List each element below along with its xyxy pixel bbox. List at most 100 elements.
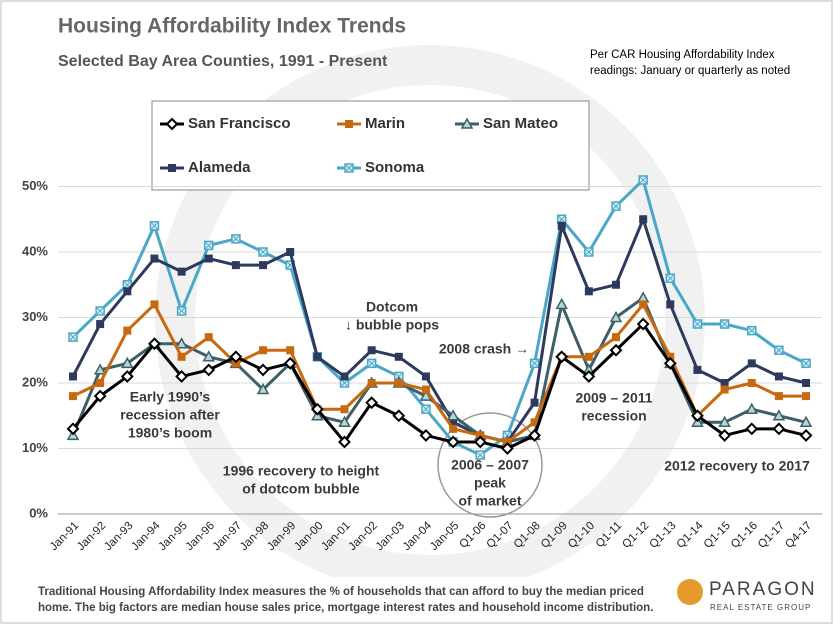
annotation: peak	[474, 475, 506, 491]
point-cross	[232, 235, 240, 243]
point	[720, 379, 729, 387]
point	[120, 370, 134, 383]
annotation: recession after	[120, 407, 220, 423]
point	[530, 398, 539, 407]
point	[691, 409, 704, 423]
point	[609, 343, 623, 357]
series-line	[71, 295, 807, 444]
point	[365, 396, 379, 410]
point	[150, 300, 159, 309]
annotation: 1980’s boom	[128, 425, 212, 441]
point	[286, 248, 295, 256]
point-cross	[368, 359, 376, 367]
point	[582, 370, 596, 383]
point	[799, 428, 813, 442]
point	[745, 402, 759, 414]
point	[584, 287, 593, 296]
point	[528, 428, 541, 442]
annotation: ↓ bubble pops	[345, 317, 439, 333]
point	[584, 247, 594, 257]
point	[392, 409, 406, 423]
point	[475, 450, 485, 460]
note: readings: January or quarterly as noted	[590, 65, 790, 77]
point	[774, 372, 783, 381]
point	[500, 442, 514, 455]
point	[503, 437, 512, 446]
point-cross	[69, 333, 77, 341]
point	[802, 392, 811, 401]
legend-label: Sonoma	[365, 159, 425, 176]
point	[611, 201, 621, 211]
point	[123, 326, 132, 335]
point	[460, 117, 474, 129]
point	[256, 383, 270, 395]
point	[121, 356, 134, 369]
point-cross	[395, 373, 403, 380]
annotation: 2012 recovery to 2017	[664, 458, 810, 474]
point	[394, 379, 403, 387]
point	[801, 358, 811, 369]
point	[609, 310, 623, 323]
point	[340, 405, 349, 414]
point	[231, 359, 240, 368]
point	[148, 337, 161, 351]
annotation: 2008 crash →	[439, 341, 529, 357]
point-cross	[178, 307, 185, 315]
point	[555, 350, 569, 364]
point	[256, 363, 270, 377]
point	[772, 409, 786, 421]
point	[149, 221, 160, 231]
point	[177, 352, 186, 361]
point	[557, 221, 566, 230]
point	[202, 363, 216, 377]
series-line	[71, 177, 807, 457]
point	[530, 418, 539, 427]
legend-label: San Mateo	[483, 115, 558, 132]
chart-subtitle: Selected Bay Area Counties, 1991 - Prese…	[58, 53, 388, 70]
logo: PARAGON	[709, 579, 817, 600]
point	[258, 247, 268, 257]
point	[93, 363, 107, 375]
annotation: 2006 – 2007	[451, 457, 529, 473]
point	[165, 117, 179, 131]
annotation: recession	[581, 408, 646, 424]
point	[802, 379, 811, 387]
y-tick-label: 10%	[22, 440, 48, 455]
point-cross	[802, 359, 810, 367]
point	[367, 346, 376, 355]
point	[665, 273, 676, 283]
point	[95, 306, 105, 316]
point-cross	[666, 274, 674, 282]
legend-label: San Francisco	[188, 115, 291, 132]
footer-bg	[2, 577, 831, 622]
annotation: of dotcom bubble	[242, 481, 360, 497]
annotation: Early 1990’s	[130, 389, 211, 405]
note: Per CAR Housing Affordability Index	[590, 49, 775, 61]
point	[150, 254, 159, 263]
series-line	[71, 214, 807, 444]
point-cross	[775, 346, 783, 354]
point-cross	[345, 164, 353, 172]
point	[340, 372, 349, 381]
point-cross	[205, 242, 213, 249]
point	[612, 333, 620, 342]
chart-title: Housing Affordability Index Trends	[58, 15, 406, 38]
logo-icon	[677, 579, 703, 605]
point	[449, 418, 458, 427]
point	[259, 346, 268, 355]
point	[231, 234, 241, 244]
point	[96, 320, 105, 329]
point	[449, 424, 458, 433]
point	[419, 428, 433, 442]
legend-label: Marin	[365, 115, 405, 132]
watermark	[155, 45, 705, 595]
point-cross	[748, 327, 756, 334]
point	[446, 435, 460, 449]
point	[93, 389, 107, 403]
point	[529, 358, 540, 369]
point-cross	[694, 320, 701, 328]
footer: home. The big factors are median house s…	[38, 602, 653, 614]
annotation: Dotcom	[366, 299, 418, 315]
point	[366, 358, 377, 369]
